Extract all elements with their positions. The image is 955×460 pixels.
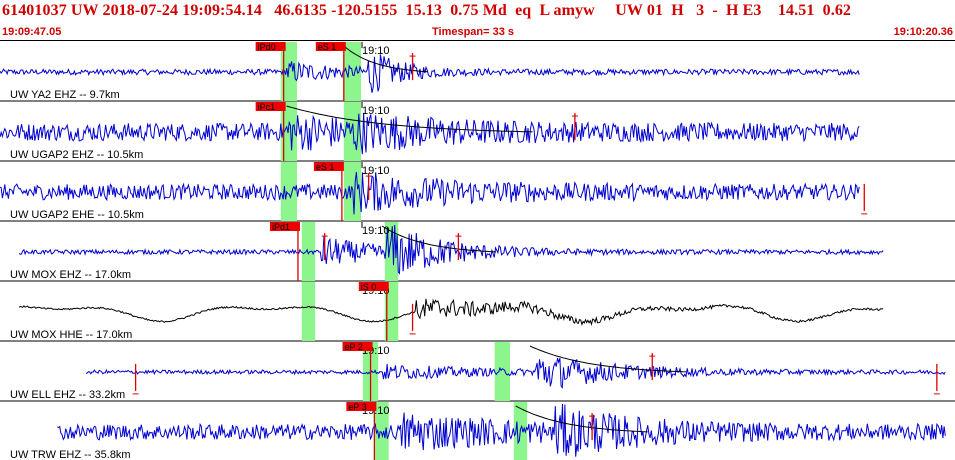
start-time-label: 19:09:47.05 [2, 26, 62, 38]
phase-pick-label: eS 1 [316, 162, 335, 172]
analysis-window [374, 402, 389, 460]
phase-pick-label: iPd1 [272, 222, 290, 232]
coda-curve [286, 105, 533, 133]
time-mark-label: 19:10 [362, 45, 390, 57]
station-label: UW ELL EHZ -- 33.2km [10, 389, 125, 401]
trace-row[interactable]: 19:10 eS 1 UW UGAP2 EHE -- 10.5km [0, 162, 955, 222]
station-label: UW TRW EHZ -- 35.8km [10, 449, 131, 460]
phase-pick-box [358, 282, 389, 291]
waveform [0, 112, 860, 155]
station-label: UW UGAP2 EHE -- 10.5km [10, 209, 144, 221]
waveform [85, 357, 946, 389]
waveform [18, 298, 884, 327]
phase-pick-label: eS 1 [318, 42, 337, 52]
analysis-window [494, 342, 510, 401]
event-summary-title: 61401037 UW 2018-07-24 19:09:54.14 46.61… [2, 2, 852, 19]
station-label: UW UGAP2 EHZ -- 10.5km [10, 149, 143, 161]
seismogram-traces-panel[interactable]: 19:10 iPd0 eS 1 UW YA2 EHZ -- 9.7km 19:10 iPc… [0, 40, 955, 460]
phase-pick-box [342, 342, 373, 351]
phase-pick-label: eP 3 [348, 402, 366, 412]
trace-row[interactable]: 19:10 iPd0 eS 1 UW YA2 EHZ -- 9.7km [0, 42, 955, 102]
analysis-window [280, 102, 298, 161]
station-label: UW MOX HHE -- 17.0km [10, 329, 132, 341]
phase-pick-label: iPc1 [258, 102, 276, 112]
timespan-label: Timespan= 33 s [432, 26, 515, 38]
waveform [0, 54, 860, 93]
trace-row[interactable]: 19:10 iPc1 UW UGAP2 EHZ -- 10.5km [0, 102, 955, 162]
waveform [0, 171, 860, 215]
analysis-window [384, 282, 399, 341]
analysis-window [301, 282, 316, 341]
event-header: 61401037 UW 2018-07-24 19:09:54.14 46.61… [0, 0, 955, 41]
trace-row[interactable]: 19:10 iPd1 UW MOX EHZ -- 17.0km [0, 222, 955, 282]
phase-pick-box [313, 162, 344, 171]
phase-pick-box [315, 42, 346, 51]
phase-pick-box [255, 42, 286, 51]
phase-pick-label: iS 0 [361, 282, 377, 292]
analysis-window [280, 162, 298, 221]
coda-curve [529, 345, 687, 373]
phase-pick-box [255, 102, 286, 111]
phase-pick-box [346, 402, 377, 411]
coda-curve [343, 45, 428, 73]
phase-pick-box [269, 222, 300, 231]
time-mark-label: 19:10 [362, 105, 390, 117]
coda-curve [515, 405, 648, 433]
waveform [18, 224, 884, 275]
coda-curve [381, 225, 497, 253]
time-mark-label: 19:10 [362, 165, 390, 177]
phase-pick-label: iPd0 [258, 42, 276, 52]
waveform [57, 403, 946, 457]
station-label: UW MOX EHZ -- 17.0km [10, 269, 131, 281]
time-mark-label: 19:10 [362, 225, 390, 237]
analysis-window [301, 222, 316, 281]
phase-pick-label: eP 2 [345, 342, 363, 352]
trace-row[interactable]: 19:10iS 0UW MOX HHE -- 17.0km [0, 282, 955, 342]
station-label: UW YA2 EHZ -- 9.7km [10, 89, 120, 101]
end-time-label: 19:10:20.36 [893, 26, 953, 38]
